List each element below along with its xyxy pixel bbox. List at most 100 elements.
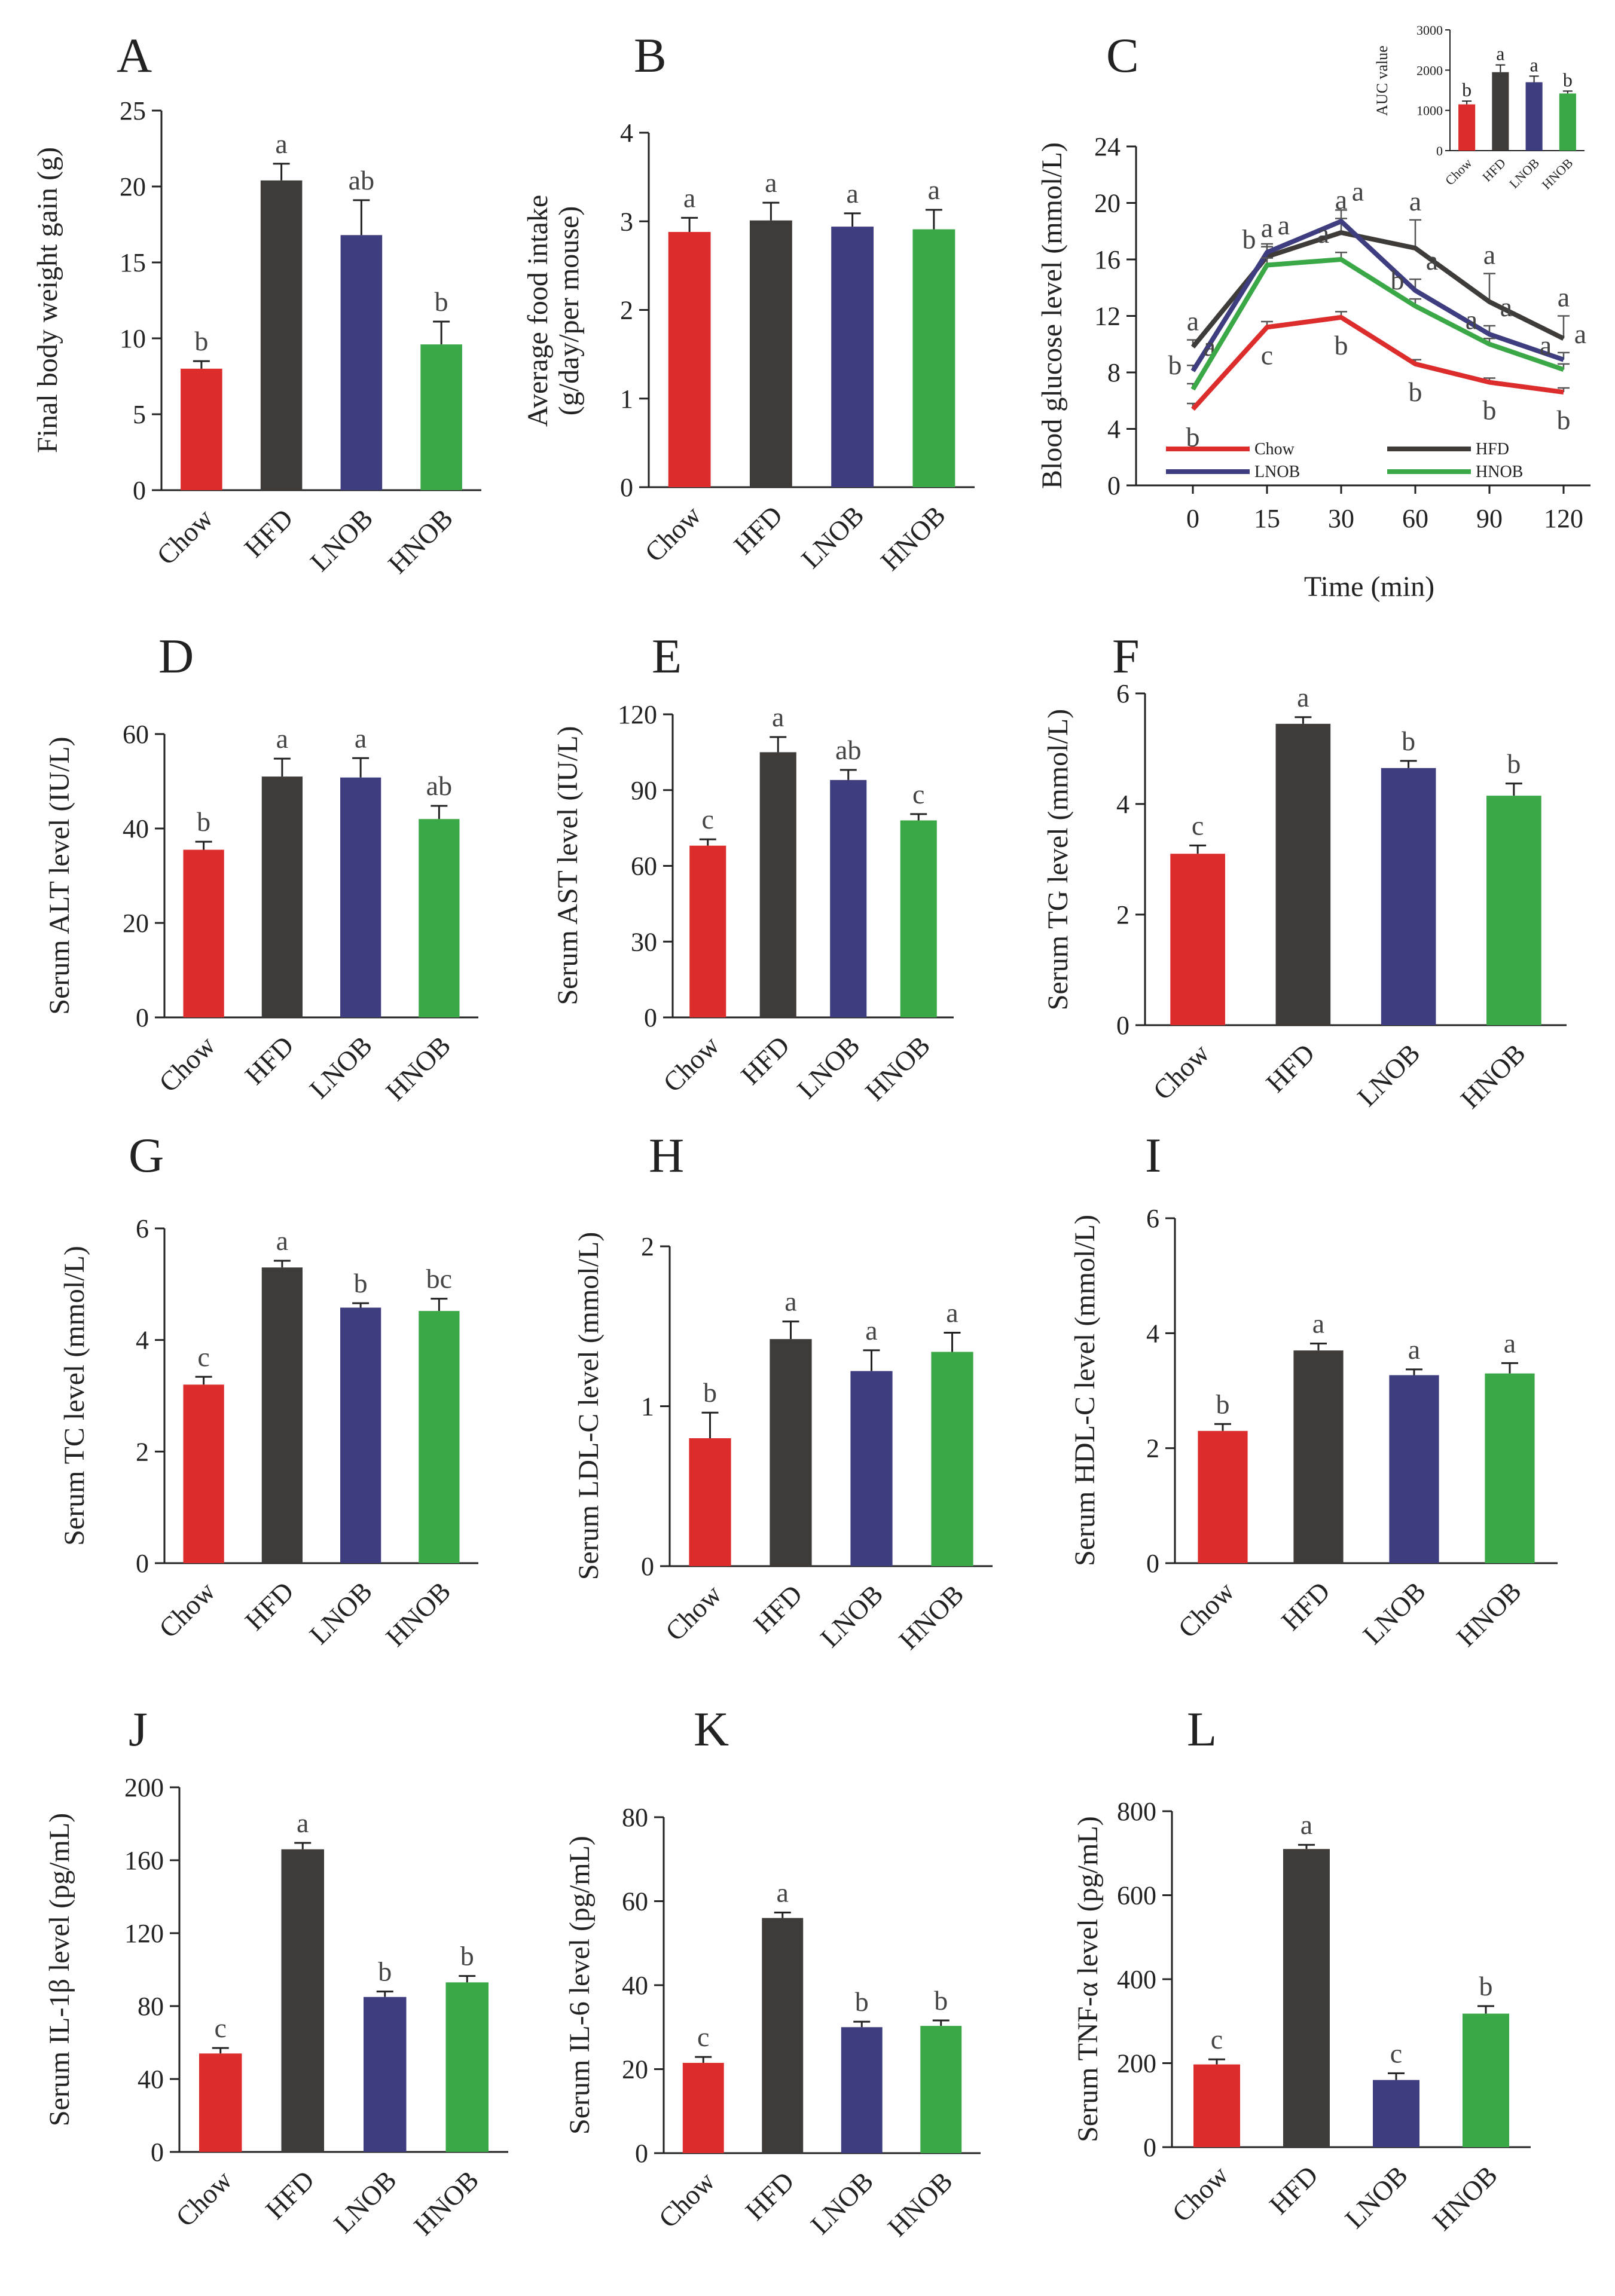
bar-hfd (762, 1918, 804, 2153)
significance-label: b (703, 1377, 717, 1408)
bar-chow (689, 845, 726, 1017)
category-label: LNOB (805, 2166, 880, 2240)
significance-label: a (772, 702, 784, 732)
panel-k: K 0 20 40 60 80 Serum IL-6 level (pg/mL) c Chow a… (564, 1702, 981, 2242)
series-line-chow (1191, 314, 1564, 411)
bar-lnob (1381, 768, 1436, 1025)
bar-lnob (850, 1371, 893, 1566)
category-label: Chow (153, 1029, 221, 1097)
category-label: HFD (239, 1030, 300, 1090)
y-tick-label: 60 (622, 1887, 648, 1916)
y-tick-label: 1 (620, 384, 633, 414)
category-label: LNOB (1357, 1576, 1431, 1650)
bar-lnob (831, 227, 874, 487)
inset-category-label: HNOB (1539, 155, 1576, 192)
bar-hnob (931, 1352, 973, 1566)
category-label: LNOB (304, 1576, 378, 1650)
y-tick-label: 0 (644, 1003, 657, 1032)
category-label: HNOB (1455, 1038, 1531, 1114)
y-tick-label: 80 (622, 1803, 648, 1832)
bar-hfd (1283, 1849, 1330, 2147)
y-tick-label: 4 (136, 1326, 149, 1355)
y-tick-label: 120 (618, 700, 657, 729)
y-tick-label: 0 (1107, 471, 1121, 500)
bar-chow (1170, 854, 1225, 1025)
inset-tick-label: 2000 (1416, 63, 1443, 78)
inset-category-label: Chow (1442, 155, 1475, 188)
category-label: LNOB (304, 1030, 378, 1105)
y-tick-label: 20 (1094, 189, 1121, 218)
bar-hfd (1275, 723, 1331, 1025)
inset-tick-label: 1000 (1416, 103, 1443, 118)
y-tick-label: 90 (631, 776, 657, 805)
y-tick-label: 15 (120, 248, 146, 277)
panel-d: D 0 20 40 60 Serum ALT level (IU/L) b Chow a HFD a… (44, 629, 478, 1106)
category-label: HNOB (380, 1576, 456, 1652)
category-label: Chow (1166, 2159, 1234, 2227)
y-tick-label: 1 (641, 1392, 654, 1421)
significance-label: a (1408, 1334, 1420, 1365)
y-tick-label: 6 (1116, 679, 1129, 708)
category-label: HFD (1263, 2160, 1324, 2220)
y-tick-label: 20 (622, 2055, 648, 2084)
bar-hnob (920, 2026, 962, 2153)
significance-label: b (197, 806, 210, 837)
inset-bar-hnob (1559, 93, 1576, 151)
category-label: LNOB (795, 500, 870, 574)
bar-lnob (841, 2027, 883, 2153)
significance-label: a (1558, 282, 1570, 313)
legend-label: HFD (1476, 440, 1509, 458)
category-label: HNOB (1427, 2160, 1503, 2236)
y-tick-label: 60 (123, 720, 149, 749)
y-axis-label: Serum TNF-α level (pg/mL) (1072, 1816, 1104, 2142)
category-label: Chow (151, 502, 219, 570)
category-label: HFD (728, 500, 788, 560)
category-label: LNOB (791, 1030, 866, 1105)
significance-label: a (846, 178, 858, 209)
x-tick-label: 90 (1476, 504, 1503, 533)
inset-bar-hfd (1492, 72, 1509, 151)
x-tick-label: 60 (1402, 504, 1428, 533)
bar-hfd (749, 220, 792, 487)
inset-category-label: HFD (1479, 155, 1509, 185)
panel-c: C 0 4 8 12 16 20 24 Blood glucose level (mmol/L)… (1036, 23, 1590, 603)
significance-label: a (1261, 213, 1273, 243)
y-tick-label: 4 (620, 118, 633, 148)
significance-label: a (1540, 330, 1552, 360)
y-axis-label: (g/day/per mouse) (553, 206, 585, 416)
significance-label: c (912, 779, 924, 809)
category-label: Chow (657, 1029, 725, 1097)
bar-hfd (260, 180, 303, 491)
bar-lnob (1373, 2080, 1419, 2147)
y-axis-label: Serum AST level (IU/L) (552, 726, 584, 1005)
y-tick-label: 4 (1107, 415, 1121, 444)
significance-label: a (1466, 304, 1477, 335)
significance-label: a (1278, 210, 1290, 240)
bar-chow (1198, 1430, 1248, 1563)
y-tick-label: 6 (136, 1214, 149, 1243)
legend-label: Chow (1254, 440, 1295, 458)
category-label: Chow (170, 2164, 238, 2232)
y-tick-label: 200 (124, 1773, 164, 1802)
y-tick-label: 0 (1143, 2133, 1156, 2162)
y-tick-label: 0 (151, 2138, 164, 2167)
significance-label: ab (349, 165, 374, 195)
y-tick-label: 2 (1116, 900, 1129, 930)
y-axis-label: Average food intake (522, 195, 554, 427)
inset-significance-label: b (1563, 69, 1573, 90)
bar-hfd (261, 776, 303, 1017)
y-tick-label: 5 (133, 400, 146, 429)
category-label: HNOB (382, 503, 459, 579)
inset-bar-lnob (1525, 82, 1543, 151)
panel-letter: A (117, 28, 152, 82)
significance-label: ab (835, 735, 861, 765)
significance-label: a (297, 1808, 309, 1838)
y-axis-label: Serum HDL-C level (mmol/L) (1069, 1215, 1101, 1566)
category-label: HFD (735, 1030, 795, 1090)
significance-label: b (1335, 330, 1348, 360)
y-tick-label: 6 (1146, 1204, 1159, 1233)
significance-label: b (1391, 265, 1405, 295)
significance-label: c (697, 2022, 709, 2052)
y-tick-label: 10 (120, 324, 146, 353)
y-axis-label: Serum IL-1β level (pg/mL) (44, 1813, 75, 2126)
